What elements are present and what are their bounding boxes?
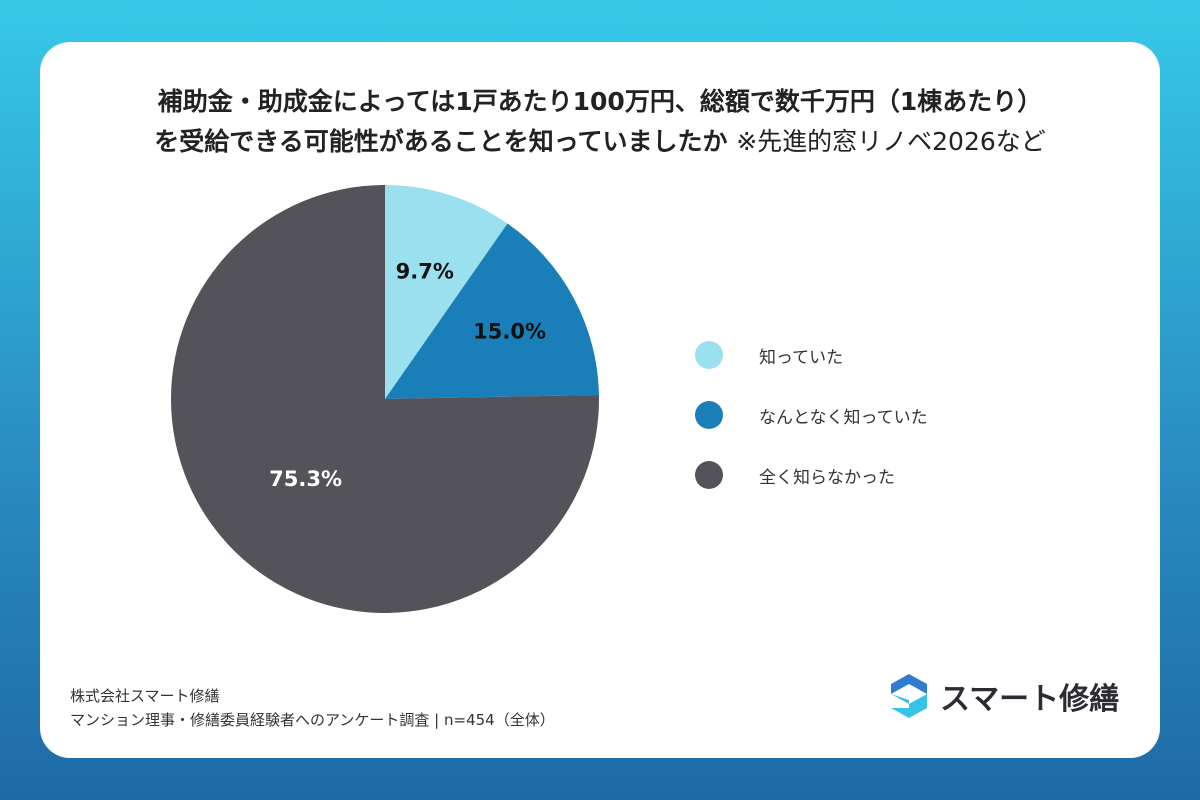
pie-chart: 9.7% 15.0% 75.3% [171, 185, 599, 613]
brand-name: スマート修繕 [940, 682, 1120, 717]
title-line-2-main: を受給できる可能性があることを知っていましたか [154, 127, 728, 156]
footer-survey: マンション理事・修繕委員経験者へのアンケート調査 | n=454（全体） [70, 711, 555, 729]
pie-slice-vaguely-knew [385, 223, 599, 399]
legend-item-knew: 知っていた [695, 325, 928, 385]
legend-swatch-did-not-know [695, 461, 723, 489]
legend-swatch-knew [695, 341, 723, 369]
legend-swatch-vaguely-knew [695, 401, 723, 429]
pie-slice-knew [385, 185, 508, 399]
title-line-2: を受給できる可能性があることを知っていましたか ※先進的窓リノベ2026など [40, 122, 1160, 162]
pie-label-vaguely-knew: 15.0% [473, 320, 546, 344]
chart-card: 補助金・助成金によっては1戸あたり100万円、総額で数千万円（1棟あたり） を受… [40, 42, 1160, 758]
pie-label-knew: 9.7% [396, 259, 454, 283]
s-logo-icon [891, 674, 927, 718]
legend-item-vaguely-knew: なんとなく知っていた [695, 385, 928, 445]
brand-logo: スマート修繕 [888, 672, 1119, 720]
legend-label-vaguely-knew: なんとなく知っていた [759, 407, 928, 428]
footer-company: 株式会社スマート修繕 [70, 687, 220, 705]
pie-label-did-not-know: 75.3% [269, 467, 342, 491]
pie-slice-did-not-know [171, 185, 599, 613]
chart-title: 補助金・助成金によっては1戸あたり100万円、総額で数千万円（1棟あたり） を受… [40, 82, 1160, 162]
title-line-1: 補助金・助成金によっては1戸あたり100万円、総額で数千万円（1棟あたり） [157, 87, 1043, 116]
footer: 株式会社スマート修繕 マンション理事・修繕委員経験者へのアンケート調査 | n=… [70, 684, 555, 732]
legend-label-knew: 知っていた [759, 347, 844, 368]
legend-label-did-not-know: 全く知らなかった [759, 467, 895, 488]
legend-item-did-not-know: 全く知らなかった [695, 445, 928, 505]
legend: 知っていた なんとなく知っていた 全く知らなかった [695, 325, 928, 505]
title-note: ※先進的窓リノベ2026など [736, 127, 1046, 156]
